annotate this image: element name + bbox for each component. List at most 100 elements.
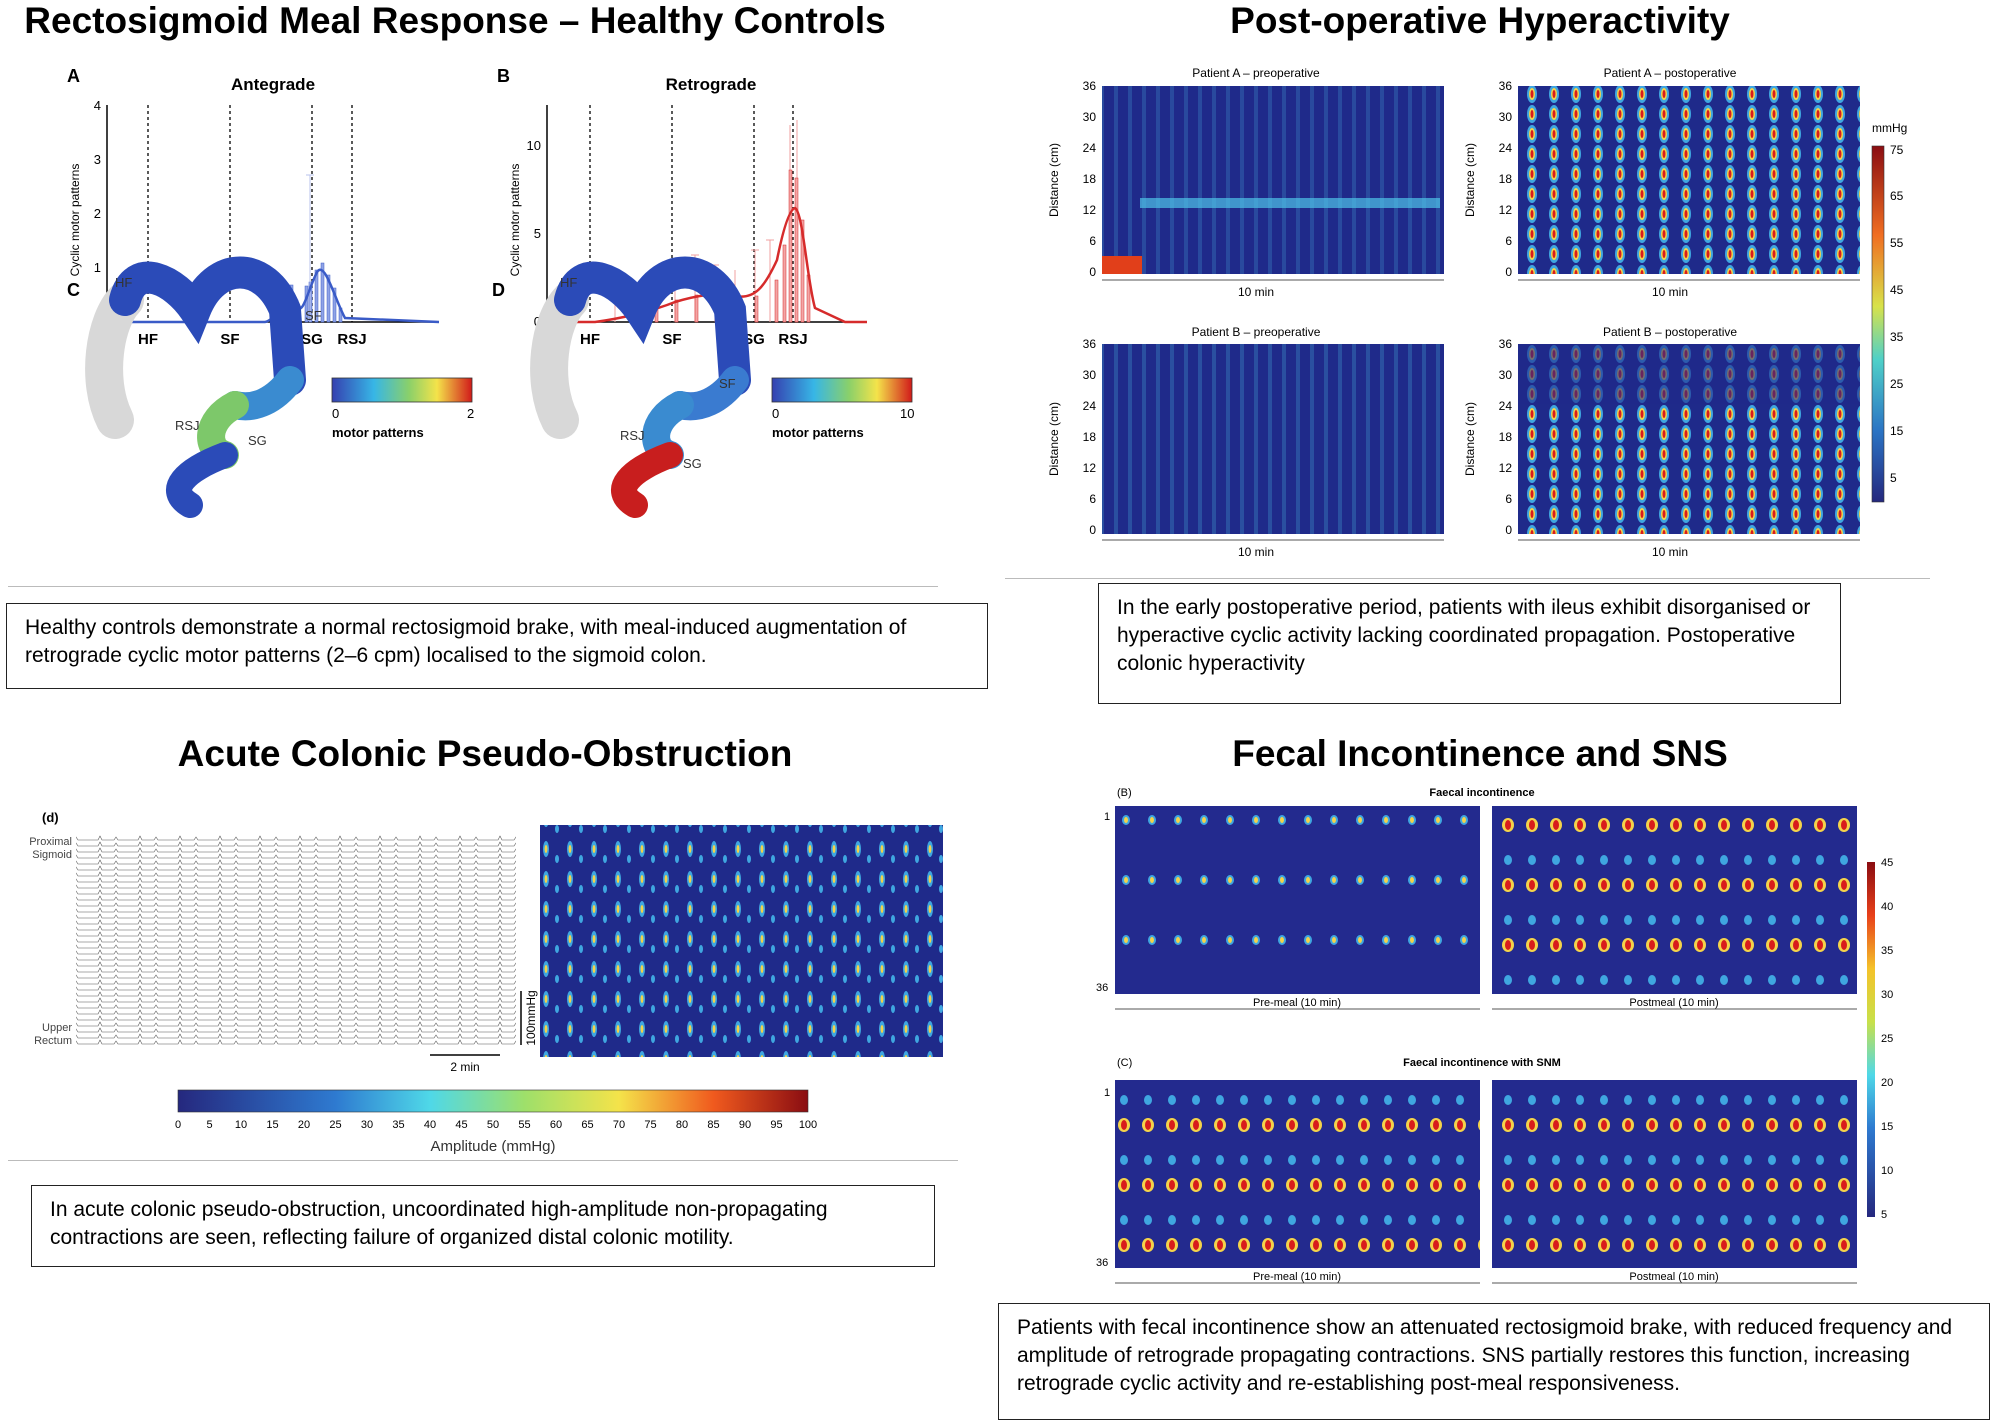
label-upper: Upper — [42, 1022, 72, 1034]
fi-colorbar — [1867, 862, 1875, 1217]
colorbar-d — [771, 377, 913, 403]
amplitude-tick: 70 — [613, 1119, 625, 1131]
map2-yt-12: 12 — [1499, 203, 1513, 217]
map3-yt-30: 30 — [1083, 368, 1097, 382]
letter-c-small: (C) — [1117, 1057, 1132, 1069]
map2-yt-6: 6 — [1505, 234, 1512, 248]
map2-yt-18: 18 — [1499, 172, 1513, 186]
map4-yt-18: 18 — [1499, 430, 1513, 444]
d-scale-min: 0 — [772, 406, 779, 421]
map2-title: Patient A – postoperative — [1604, 66, 1737, 80]
amplitude-tick: 45 — [455, 1119, 467, 1131]
fi-35: 35 — [1881, 945, 1893, 957]
scale-bar-label: 100mmHg — [524, 990, 538, 1045]
c-scale-max: 2 — [467, 406, 474, 421]
caption-healthy-controls: Healthy controls demonstrate a normal re… — [6, 603, 988, 689]
amplitude-tick: 55 — [518, 1119, 530, 1131]
panel-title-healthy-controls: Rectosigmoid Meal Response – Healthy Con… — [24, 0, 886, 41]
map3-yt-6: 6 — [1089, 492, 1096, 506]
divider-tl — [8, 586, 938, 587]
letter-a: A — [67, 66, 80, 86]
map-patient-b-post: Patient B – postoperative Distance (cm) … — [1463, 325, 1860, 559]
fi-15: 15 — [1881, 1121, 1893, 1133]
caption-post-operative: In the early postoperative period, patie… — [1098, 583, 1841, 704]
retrograde-ylabel: Cyclic motor patterns — [508, 164, 522, 277]
map-patient-a-post: Patient A – postoperative Distance (cm) … — [1463, 66, 1860, 299]
fecal-incontinence-figure: (B) Faecal incontinence 1 36 Pre-meal (1… — [1096, 787, 1893, 1284]
healthy-controls-figure: A Antegrade Cyclic motor patterns 0 1 2 … — [67, 66, 914, 518]
map1-yt-24: 24 — [1083, 141, 1097, 155]
map2-ylabel: Distance (cm) — [1463, 143, 1477, 217]
colorbar-c — [331, 377, 473, 403]
a-ytick-1: 1 — [94, 260, 101, 275]
b-postmeal-map — [1492, 806, 1857, 994]
map4-yt-30: 30 — [1499, 368, 1513, 382]
map1-yt-30: 30 — [1083, 110, 1097, 124]
amplitude-tick: 10 — [235, 1119, 247, 1131]
fi-10: 10 — [1881, 1165, 1893, 1177]
panel-title-post-operative: Post-operative Hyperactivity — [1230, 0, 1730, 41]
divider-tr — [1005, 578, 1930, 579]
map1-yt-18: 18 — [1083, 172, 1097, 186]
mmhg-unit: mmHg — [1872, 121, 1907, 135]
c-ytop: 1 — [1104, 1087, 1110, 1099]
colon-model-d: D HF SF RSJ SG 0 10 motor patterns — [492, 256, 914, 518]
amplitude-tick: 60 — [550, 1119, 562, 1131]
letter-c: C — [67, 280, 80, 300]
c-title: Faecal incontinence with SNM — [1403, 1057, 1561, 1069]
b-ybottom: 36 — [1096, 982, 1108, 994]
caption-pseudo-obstruction: In acute colonic pseudo-obstruction, unc… — [31, 1185, 935, 1267]
map3-yt-24: 24 — [1083, 399, 1097, 413]
a-marker-sf: SF — [220, 331, 239, 348]
b-ytick-10: 10 — [527, 138, 541, 153]
c-ybottom: 36 — [1096, 1257, 1108, 1269]
pseudo-obstruction-figure: (d) Proximal Sigmoid Upper Rectum 100mmH… — [29, 810, 943, 1155]
letter-d: D — [492, 280, 505, 300]
b-marker-sf: SF — [662, 331, 681, 348]
letter-b-small: (B) — [1117, 787, 1132, 799]
a-marker-hf: HF — [138, 331, 158, 348]
label-proximal: Proximal — [29, 836, 72, 848]
amplitude-tick: 85 — [707, 1119, 719, 1131]
map-patient-b-pre: Patient B – preoperative Distance (cm) 3… — [1047, 325, 1444, 559]
map3-yt-12: 12 — [1083, 461, 1097, 475]
amplitude-tick: 35 — [392, 1119, 404, 1131]
mmhg-25: 25 — [1890, 377, 1904, 391]
label-rectum: Rectum — [34, 1035, 72, 1047]
map3-title: Patient B – preoperative — [1192, 325, 1321, 339]
c-label-sg: SG — [248, 433, 267, 448]
b-ytop: 1 — [1104, 811, 1110, 823]
map1-xlabel: 10 min — [1238, 285, 1274, 299]
retrograde-curve — [547, 206, 867, 324]
amplitude-label: Amplitude (mmHg) — [430, 1138, 555, 1155]
amplitude-tick: 80 — [676, 1119, 688, 1131]
panel-title-fecal-incontinence: Fecal Incontinence and SNS — [1232, 733, 1728, 774]
map4-yt-0: 0 — [1505, 523, 1512, 537]
map1-title: Patient A – preoperative — [1192, 66, 1320, 80]
a-ytick-3: 3 — [94, 152, 101, 167]
map1-yt-36: 36 — [1083, 79, 1097, 93]
label-sigmoid: Sigmoid — [32, 849, 72, 861]
letter-b: B — [497, 66, 510, 86]
panel-title-pseudo-obstruction: Acute Colonic Pseudo-Obstruction — [177, 733, 793, 774]
colon-model-c: C HF SF RSJ SG 0 2 motor patterns — [67, 256, 474, 518]
fi-20: 20 — [1881, 1077, 1893, 1089]
mmhg-45: 45 — [1890, 283, 1904, 297]
caption-fecal-incontinence: Patients with fecal incontinence show an… — [998, 1303, 1990, 1420]
c-label-hf: HF — [115, 275, 132, 290]
d-label-rsj: RSJ — [620, 428, 645, 443]
mmhg-5: 5 — [1890, 471, 1897, 485]
map2-yt-0: 0 — [1505, 265, 1512, 279]
map4-xlabel: 10 min — [1652, 545, 1688, 559]
map1-yt-6: 6 — [1089, 234, 1096, 248]
b-ytick-5: 5 — [534, 226, 541, 241]
mmhg-15: 15 — [1890, 424, 1904, 438]
a-marker-rsj: RSJ — [337, 331, 366, 348]
fi-25: 25 — [1881, 1033, 1893, 1045]
b-postmeal-label: Postmeal (10 min) — [1629, 997, 1718, 1009]
b-marker-hf: HF — [580, 331, 600, 348]
amplitude-tick: 15 — [266, 1119, 278, 1131]
map4-title: Patient B – postoperative — [1603, 325, 1737, 339]
d-label-sf: SF — [719, 376, 736, 391]
antegrade-ylabel: Cyclic motor patterns — [68, 164, 82, 277]
